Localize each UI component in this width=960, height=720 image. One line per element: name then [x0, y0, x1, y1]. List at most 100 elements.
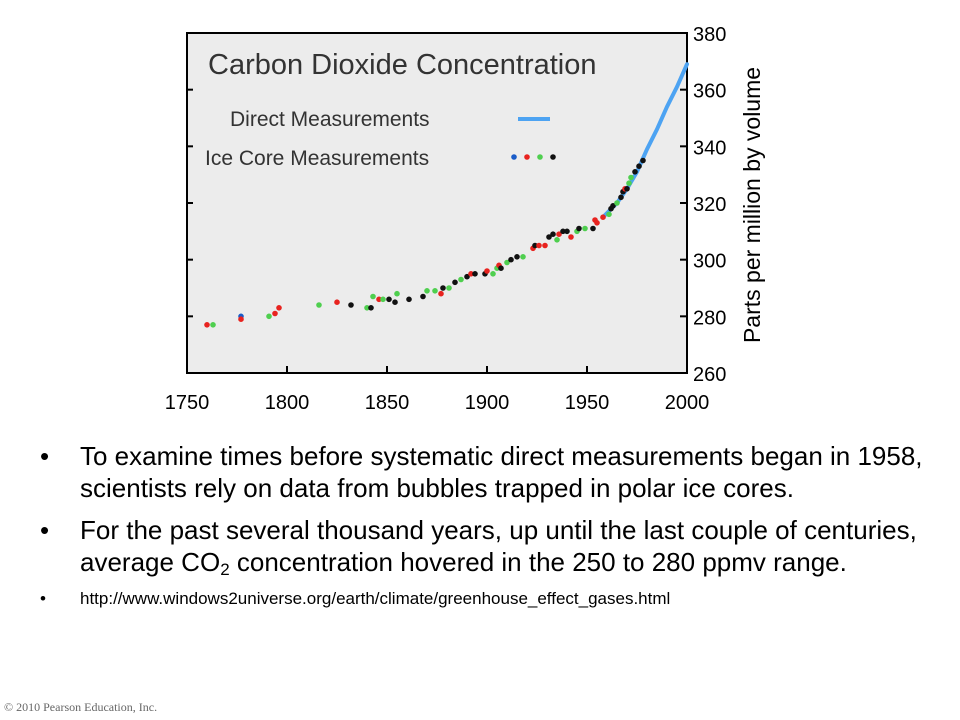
bullet-text: To examine times before systematic direc… [80, 441, 923, 503]
ice-core-point [276, 305, 282, 311]
bullet-list: • To examine times before systematic dir… [40, 440, 940, 620]
ice-core-point [504, 259, 510, 266]
ice-core-point [266, 313, 272, 320]
ice-core-point [532, 242, 538, 249]
ice-core-point [464, 273, 470, 280]
ice-core-point [368, 305, 374, 311]
legend-dot [550, 154, 556, 160]
legend-dots-ice-core [511, 154, 556, 160]
ice-core-point [376, 296, 382, 303]
y-tick-label: 300 [693, 251, 726, 273]
left-axis-ticks [187, 32, 193, 374]
ice-core-point [498, 265, 504, 272]
ice-core-point [564, 228, 570, 235]
subscript: 2 [220, 560, 230, 579]
ice-core-points [204, 157, 646, 328]
x-axis: 1750 1800 1850 1900 1950 2000 [165, 366, 710, 414]
bullet-dot: • [40, 589, 46, 608]
legend: Direct Measurements Ice Core Measurement… [205, 108, 556, 170]
x-tick-label: 1850 [365, 392, 410, 414]
y-tick-label: 340 [693, 137, 726, 159]
co2-chart: 260 280 300 320 340 360 380 1750 1800 1850 1900 19… [165, 24, 765, 414]
ice-core-point [238, 316, 244, 323]
bullet-text-part: concentration hovered in the 250 to 280 … [229, 547, 847, 577]
ice-core-point [628, 174, 634, 181]
bullet-dot: • [40, 441, 50, 471]
ice-core-point [452, 279, 458, 286]
ice-core-point [468, 271, 474, 277]
ice-core-point [370, 293, 376, 300]
bullet-item-link: • http://www.windows2universe.org/earth/… [40, 588, 940, 610]
bullet-item: • To examine times before systematic dir… [40, 440, 940, 504]
ice-core-point [556, 231, 562, 237]
ice-core-point [364, 305, 370, 311]
bullet-item: • For the past several thousand years, u… [40, 514, 940, 578]
y-tick-label: 360 [693, 81, 726, 103]
ice-core-point [618, 194, 624, 201]
legend-label-direct: Direct Measurements [230, 108, 430, 131]
legend-dot [537, 154, 543, 160]
ice-core-point [636, 163, 642, 169]
ice-core-point [440, 285, 446, 291]
ice-core-point [334, 299, 340, 306]
x-tick-label: 2000 [665, 392, 710, 414]
ice-core-point [568, 234, 574, 240]
ice-core-point [394, 290, 400, 297]
legend-dot [511, 154, 517, 160]
ice-core-point [406, 296, 412, 303]
ice-core-point [560, 228, 566, 235]
ice-core-point [640, 157, 646, 164]
ice-core-point [490, 271, 496, 277]
ice-core-point [458, 276, 464, 283]
ice-core-point [520, 253, 526, 260]
ice-core-point [514, 253, 520, 260]
y-axis: 260 280 300 320 340 360 380 [680, 24, 726, 386]
ice-core-point [272, 310, 278, 317]
ice-core-point [554, 237, 560, 243]
legend-dot [524, 154, 530, 160]
ice-core-point [590, 225, 596, 232]
copyright-notice: © 2010 Pearson Education, Inc. [4, 700, 158, 714]
ice-core-point [546, 234, 552, 240]
ice-core-point [576, 225, 582, 232]
x-tick-label: 1950 [565, 392, 610, 414]
ice-core-point [624, 186, 630, 192]
ice-core-point [420, 293, 426, 300]
ice-core-point [626, 180, 632, 186]
bullet-dot: • [40, 515, 50, 545]
ice-core-point [204, 322, 210, 328]
ice-core-point [348, 302, 354, 308]
ice-core-point [484, 268, 490, 274]
ice-core-point [600, 214, 606, 220]
ice-core-point [536, 242, 542, 249]
ice-core-point [432, 288, 438, 294]
ice-core-point [582, 225, 588, 232]
ice-core-point [508, 256, 514, 263]
ice-core-point [424, 288, 430, 294]
x-tick-label: 1900 [465, 392, 510, 414]
ice-core-point [316, 302, 322, 308]
bullet-text-part: For the past several thousand years, up … [80, 515, 917, 577]
y-tick-label: 320 [693, 194, 726, 216]
ice-core-point [632, 169, 638, 175]
y-tick-label: 280 [693, 307, 726, 329]
ice-core-point [392, 299, 398, 306]
chart-title: Carbon Dioxide Concentration [208, 49, 597, 81]
ice-core-point [594, 220, 600, 226]
legend-label-ice-core: Ice Core Measurements [205, 147, 429, 170]
ice-core-point [380, 296, 386, 303]
ice-core-point [438, 290, 444, 297]
ice-core-point [210, 322, 216, 328]
y-tick-label: 380 [693, 24, 726, 46]
ice-core-point [610, 203, 616, 209]
ice-core-point [446, 285, 452, 291]
ice-core-point [472, 271, 478, 277]
ice-core-point [614, 200, 620, 206]
y-axis-label: Parts per million by volume [739, 67, 765, 343]
source-link[interactable]: http://www.windows2universe.org/earth/cl… [80, 589, 671, 608]
x-tick-label: 1750 [165, 392, 210, 414]
ice-core-point [542, 242, 548, 249]
x-tick-label: 1800 [265, 392, 310, 414]
plot-area [186, 32, 688, 374]
ice-core-point [386, 296, 392, 303]
